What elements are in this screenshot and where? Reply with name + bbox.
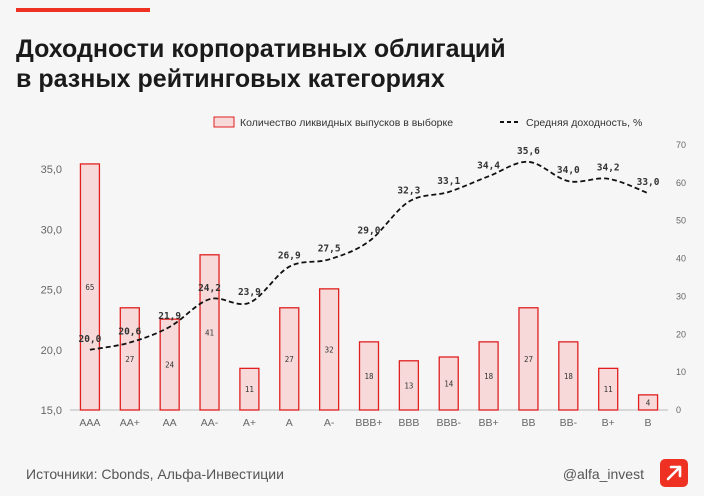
footer-handle[interactable]: @alfa_invest — [562, 466, 644, 482]
bar-value-label: 18 — [364, 372, 374, 381]
x-tick-label: AA- — [201, 417, 219, 429]
yield-value-label: 27,5 — [318, 243, 341, 254]
legend-bar-label: Количество ликвидных выпусков в выборке — [240, 117, 453, 129]
yield-value-label: 21,9 — [158, 311, 181, 322]
bar-value-label: 27 — [125, 355, 134, 364]
y-right-tick-label: 60 — [676, 178, 686, 188]
x-tick-label: B — [645, 417, 652, 429]
x-tick-label: AA+ — [120, 417, 140, 429]
bar-value-label: 18 — [484, 372, 494, 381]
bar-b — [637, 394, 659, 411]
y-left-tick-label: 20,0 — [41, 345, 62, 357]
y-right-tick-label: 50 — [676, 216, 686, 226]
chart-title-line-2: в разных рейтинговых категориях — [16, 65, 445, 93]
bar-bbb- — [438, 356, 459, 411]
bar-aa- — [199, 254, 220, 411]
yield-value-label: 33,0 — [637, 177, 660, 188]
bar-bb- — [558, 341, 579, 411]
bar-bbb — [398, 360, 420, 411]
y-right-tick-label: 30 — [676, 291, 686, 301]
y-right-tick-label: 10 — [676, 367, 686, 377]
x-tick-label: BBB — [398, 417, 419, 429]
chart-title: Доходности корпоративных облигаций в раз… — [16, 34, 656, 94]
bar-bb+ — [478, 341, 499, 411]
bar-value-label: 41 — [205, 328, 214, 337]
bar-value-label: 27 — [524, 355, 533, 364]
bar-b+ — [598, 367, 619, 411]
yield-value-label: 35,6 — [517, 146, 540, 157]
yield-value-label: 20,6 — [118, 327, 141, 338]
bar-a — [279, 307, 300, 411]
y-left-tick-label: 30,0 — [41, 224, 62, 236]
x-tick-label: A+ — [243, 417, 256, 429]
x-tick-label: BB+ — [479, 417, 499, 429]
top-accent-rule — [16, 8, 150, 12]
yield-value-label: 32,3 — [397, 186, 420, 197]
yield-value-label: 24,2 — [198, 283, 221, 294]
bar-value-label: 65 — [85, 283, 94, 292]
yield-value-label: 23,9 — [238, 287, 261, 298]
chart-title-line-1: Доходности корпоративных облигаций — [16, 35, 506, 63]
bar-value-label: 27 — [285, 355, 294, 364]
x-tick-label: BB — [521, 417, 535, 429]
x-tick-label: BBB- — [436, 417, 461, 429]
yield-value-label: 26,9 — [278, 251, 301, 262]
bar-aa — [159, 318, 180, 411]
bar-bbb+ — [358, 341, 380, 411]
bar-value-label: 14 — [444, 380, 454, 389]
legend-line-label: Средняя доходность, % — [526, 117, 642, 129]
yield-value-label: 34,4 — [477, 160, 500, 171]
legend-bar-swatch — [213, 116, 235, 128]
yield-value-label: 34,0 — [557, 165, 580, 176]
y-right-tick-label: 40 — [676, 254, 686, 264]
yield-line — [89, 160, 649, 351]
alfa-logo-icon — [660, 459, 688, 487]
y-right-tick-label: 20 — [676, 329, 686, 339]
bar-value-label: 11 — [245, 385, 254, 394]
bar-value-label: 4 — [646, 398, 651, 407]
yield-value-label: 34,2 — [597, 163, 620, 174]
x-tick-label: BBB+ — [355, 417, 382, 429]
bar-a+ — [239, 367, 260, 411]
y-right-tick-label: 0 — [676, 405, 681, 415]
bar-aa+ — [119, 307, 140, 411]
bar-bb — [518, 307, 539, 411]
bar-value-label: 32 — [325, 345, 334, 354]
y-left-tick-label: 15,0 — [41, 405, 62, 417]
x-tick-label: A- — [324, 417, 335, 429]
bar-value-label: 11 — [604, 385, 613, 394]
x-tick-label: AA — [163, 417, 177, 429]
footer-source: Источники: Cbonds, Альфа-Инвестиции — [26, 466, 284, 482]
yield-value-label: 29,0 — [358, 225, 381, 236]
y-left-tick-label: 35,0 — [41, 164, 62, 176]
bar-a- — [318, 288, 340, 411]
bar-value-label: 18 — [564, 372, 574, 381]
y-right-tick-label: 70 — [676, 140, 686, 150]
yield-value-label: 20,0 — [78, 334, 101, 345]
bar-value-label: 13 — [404, 381, 413, 390]
x-tick-label: B+ — [602, 417, 615, 429]
x-tick-label: A — [286, 417, 293, 429]
x-tick-label: BB- — [560, 417, 578, 429]
bar-value-label: 24 — [165, 361, 175, 370]
y-left-tick-label: 25,0 — [41, 285, 62, 297]
x-tick-label: AAA — [79, 417, 100, 429]
yield-value-label: 33,1 — [437, 176, 460, 187]
